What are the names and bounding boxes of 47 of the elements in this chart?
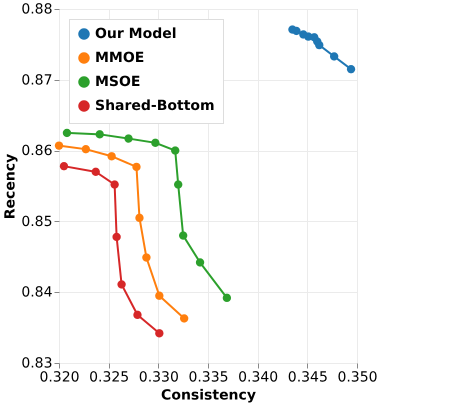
x-tick-label: 0.330 [138,370,179,386]
point [62,128,72,138]
point [180,314,188,323]
x-tick-label: 0.320 [39,370,80,386]
point [151,138,160,147]
y-tick-label: 0.83 [21,356,52,372]
legend-label: Shared-Bottom [95,98,215,114]
point [155,292,164,300]
point [155,329,164,338]
point [132,162,141,172]
y-tick-label: 0.84 [21,284,53,301]
legend-label: Our Model [95,26,177,42]
x-tick-label: 0.325 [89,370,130,386]
point [92,168,100,176]
point [112,232,121,242]
point [222,294,232,302]
point [142,253,151,262]
point [133,310,142,320]
y-tick-label: 0.86 [21,143,53,160]
point [60,162,68,170]
point [330,52,338,61]
point [171,146,180,155]
point [96,130,104,138]
point [117,280,126,289]
point [315,40,324,50]
x-tick-label: 0.345 [288,370,328,386]
point [292,26,301,36]
x-tick-label: 0.340 [238,370,278,386]
point [135,214,144,222]
x-axis-title: Consistency [161,388,256,404]
legend-label: MSOE [95,74,140,90]
point [346,65,356,74]
point [178,231,188,240]
legend-label: MMOE [95,50,144,66]
x-tick-label: 0.350 [337,370,378,386]
y-tick-label: 0.87 [21,72,52,88]
point [107,152,116,160]
y-tick-label: 0.85 [21,214,52,230]
point [54,141,64,150]
y-tick-label: 0.88 [21,2,52,18]
y-axis-title: Recency [2,154,18,220]
point [110,180,119,189]
point [174,180,182,189]
point [196,258,204,267]
point [124,134,133,143]
point [82,145,90,154]
x-tick-label: 0.335 [188,370,229,386]
